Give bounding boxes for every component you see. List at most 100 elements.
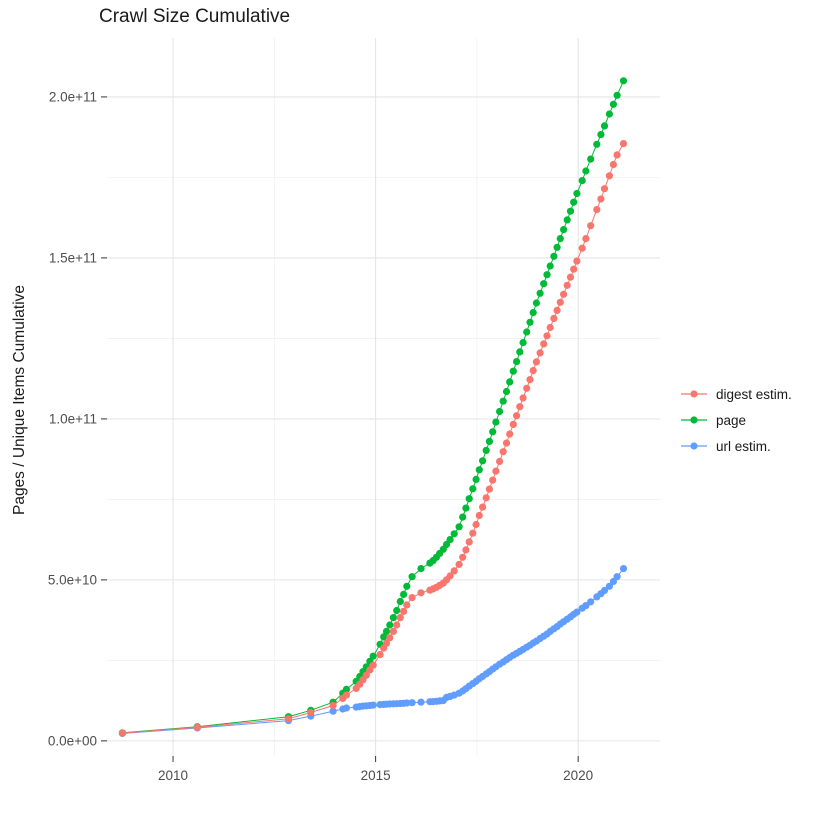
data-point bbox=[400, 590, 408, 599]
data-point bbox=[582, 602, 590, 610]
data-point bbox=[546, 262, 554, 270]
data-point bbox=[540, 280, 548, 288]
data-point bbox=[536, 349, 544, 357]
data-point bbox=[450, 567, 458, 575]
legend-entry: page bbox=[681, 407, 792, 433]
data-point bbox=[307, 708, 315, 717]
legend-key-icon bbox=[681, 390, 707, 398]
data-point bbox=[546, 323, 554, 332]
data-point bbox=[613, 91, 621, 99]
data-point bbox=[587, 598, 595, 606]
data-point bbox=[613, 573, 621, 581]
data-point bbox=[482, 446, 490, 454]
y-tick-label: 1.5e+11 bbox=[49, 251, 97, 266]
legend: digest estim. page url estim. bbox=[681, 381, 792, 459]
data-point bbox=[526, 318, 534, 326]
x-tick-label: 2010 bbox=[158, 768, 188, 783]
data-point bbox=[369, 701, 377, 709]
data-point bbox=[380, 633, 388, 641]
data-point bbox=[597, 131, 605, 139]
data-point bbox=[529, 309, 537, 317]
data-point bbox=[513, 358, 521, 366]
data-point bbox=[563, 216, 571, 224]
data-point bbox=[609, 160, 618, 169]
data-point bbox=[369, 661, 377, 669]
data-point bbox=[540, 340, 548, 348]
data-point bbox=[578, 244, 586, 252]
data-point bbox=[382, 639, 391, 647]
data-point bbox=[492, 467, 500, 475]
data-point bbox=[479, 457, 487, 465]
data-point bbox=[389, 614, 397, 622]
series-line bbox=[122, 143, 624, 734]
data-point bbox=[465, 538, 473, 546]
data-point bbox=[597, 195, 605, 203]
x-tick-label: 2015 bbox=[361, 768, 391, 783]
data-point bbox=[556, 235, 564, 243]
data-point bbox=[479, 503, 487, 511]
data-point bbox=[455, 523, 463, 531]
data-point bbox=[523, 384, 531, 392]
data-point bbox=[469, 485, 477, 493]
data-point bbox=[362, 671, 370, 679]
data-point bbox=[550, 252, 558, 260]
data-point bbox=[342, 704, 350, 712]
data-point bbox=[459, 553, 467, 561]
data-point bbox=[393, 621, 401, 629]
data-point bbox=[455, 560, 463, 569]
data-point bbox=[475, 466, 483, 474]
data-point bbox=[482, 494, 490, 502]
data-point bbox=[403, 582, 411, 590]
data-point bbox=[516, 403, 524, 411]
data-point bbox=[496, 407, 504, 416]
data-point bbox=[519, 339, 527, 347]
data-point bbox=[408, 699, 416, 707]
data-point bbox=[400, 607, 408, 616]
data-point bbox=[553, 306, 561, 314]
data-point bbox=[609, 100, 618, 108]
series-digest-estim bbox=[118, 140, 628, 737]
plot-title: Crawl Size Cumulative bbox=[99, 6, 291, 27]
data-point bbox=[386, 621, 394, 629]
data-point bbox=[396, 614, 404, 622]
data-point bbox=[403, 699, 411, 707]
legend-key-icon bbox=[681, 416, 707, 424]
data-point bbox=[587, 222, 595, 230]
data-point bbox=[389, 627, 397, 636]
data-point bbox=[523, 328, 531, 336]
data-point bbox=[502, 439, 511, 447]
data-point bbox=[619, 565, 628, 573]
series-url-estim bbox=[118, 565, 628, 738]
data-point bbox=[193, 723, 201, 731]
data-point bbox=[462, 504, 470, 512]
x-tick-label: 2020 bbox=[563, 768, 593, 783]
y-tick-label: 0.0e+00 bbox=[48, 734, 97, 749]
data-point bbox=[532, 299, 541, 307]
data-point bbox=[499, 448, 507, 456]
y-axis-title: Pages / Unique Items Cumulative bbox=[11, 284, 28, 516]
data-point bbox=[489, 476, 497, 484]
minor-gridlines bbox=[107, 38, 660, 756]
data-point bbox=[587, 155, 595, 163]
data-point bbox=[605, 110, 614, 118]
data-point bbox=[563, 281, 571, 289]
data-point bbox=[619, 77, 628, 85]
data-point bbox=[382, 627, 391, 636]
legend-entry: url estim. bbox=[681, 433, 792, 459]
data-point bbox=[499, 397, 507, 405]
data-point bbox=[376, 651, 384, 659]
y-tick-label: 1.0e+11 bbox=[49, 412, 97, 427]
data-point bbox=[570, 265, 578, 273]
data-point bbox=[509, 367, 517, 375]
data-point bbox=[516, 348, 524, 356]
major-gridlines bbox=[107, 38, 660, 756]
data-point bbox=[403, 601, 411, 609]
data-point bbox=[573, 608, 581, 616]
axis-ticks: 2010 2015 2020 0.0e+00 5.0e+10 1.0e+11 1.5e+11… bbox=[48, 90, 593, 783]
data-point bbox=[369, 652, 377, 660]
data-point bbox=[342, 685, 350, 694]
data-point bbox=[582, 167, 590, 175]
data-point bbox=[408, 594, 416, 602]
